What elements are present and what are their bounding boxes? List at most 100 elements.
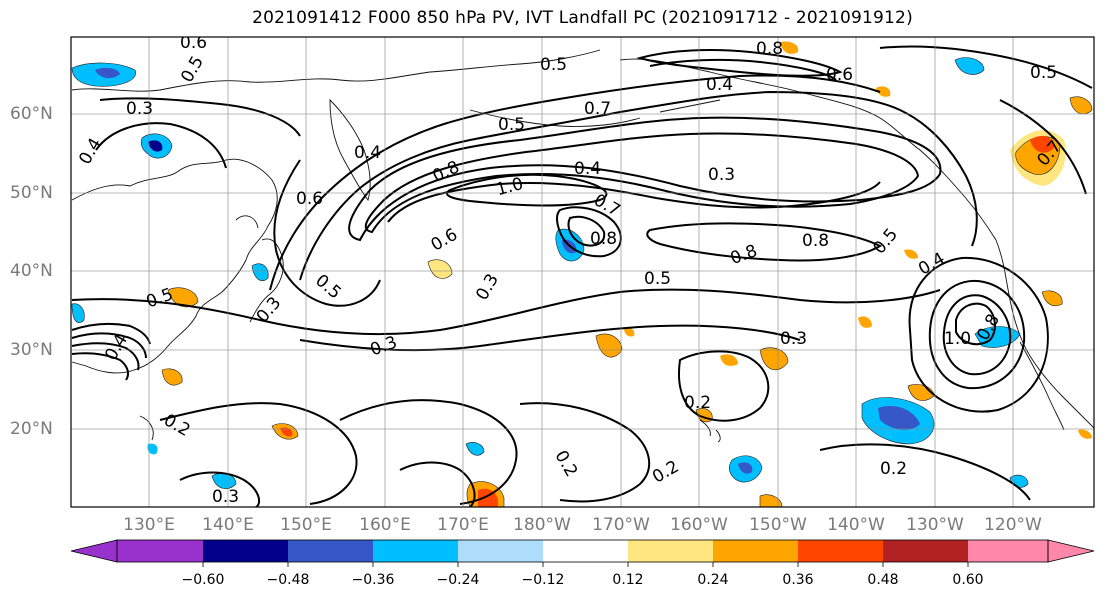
positive-anomaly-patch <box>876 86 891 97</box>
latitude-label-60n: 60°N <box>10 104 53 124</box>
colorbar-segment <box>883 540 968 562</box>
longitude-label: 130°E <box>123 515 175 535</box>
pv-contour <box>269 74 881 291</box>
pv-contour <box>179 471 261 507</box>
colorbar <box>70 539 1095 567</box>
pv-contour <box>387 181 881 223</box>
negative-anomaly-patch <box>465 442 485 456</box>
negative-anomaly-patch <box>147 443 158 455</box>
colorbar-tick-label: −0.48 <box>266 572 310 588</box>
colorbar-tick-label: −0.36 <box>351 572 395 588</box>
pv-contour <box>399 461 476 507</box>
negative-anomaly-patch <box>878 405 920 430</box>
negative-anomaly-patch <box>251 263 269 281</box>
pv-contour <box>999 99 1087 195</box>
contour-label: 0.7 <box>584 99 611 119</box>
colorbar-tick-label: 0.60 <box>952 572 984 588</box>
negative-anomaly-patch <box>954 57 985 75</box>
negative-anomaly-patch <box>148 140 163 152</box>
coastline-aleutians <box>469 99 721 127</box>
colorbar-outline <box>116 539 1049 563</box>
positive-anomaly-patch <box>1069 96 1093 115</box>
contour-label: 0.6 <box>826 65 853 85</box>
pv-contour <box>348 116 942 242</box>
pv-contour <box>99 97 301 137</box>
colorbar-segment <box>713 540 798 562</box>
colorbar-extend-left <box>70 539 118 563</box>
positive-anomaly-patch <box>904 249 918 259</box>
contour-label: 0.5 <box>498 115 525 135</box>
coastline-islands <box>139 415 721 443</box>
contour-label: 0.8 <box>590 229 617 249</box>
positive-anomaly-patch <box>1041 290 1063 307</box>
positive-anomaly-patch <box>167 287 199 308</box>
latitude-label-40n: 40°N <box>10 261 53 281</box>
coastline-layer <box>71 49 1094 443</box>
longitude-label: 150°W <box>749 515 807 535</box>
colorbar-tick-label: −0.12 <box>521 572 565 588</box>
longitude-label: 150°E <box>280 515 332 535</box>
contour-label: 0.4 <box>354 143 381 163</box>
longitude-label: 170°W <box>592 515 650 535</box>
positive-anomaly-patch <box>858 316 872 328</box>
pv-contour <box>364 132 920 234</box>
pv-contour <box>71 322 151 345</box>
positive-anomaly-patch <box>759 347 789 371</box>
coastline-baja <box>1019 341 1065 431</box>
coastline-kamchatka <box>329 98 371 201</box>
colorbar-tick-label: 0.24 <box>697 572 729 588</box>
colorbar-segment <box>628 540 713 562</box>
contour-layer <box>71 45 1093 507</box>
contour-label: 0.6 <box>296 189 323 209</box>
pv-contour <box>819 443 1031 501</box>
pv-contour <box>273 159 381 307</box>
positive-anomaly-patch <box>624 327 635 337</box>
contour-label: 0.3 <box>126 99 153 119</box>
contour-label: 0.3 <box>212 487 239 507</box>
positive-anomaly-patch <box>161 368 183 386</box>
pv-contour <box>908 256 1049 413</box>
pv-contour <box>567 215 606 247</box>
longitude-label: 140°E <box>202 515 254 535</box>
pv-contour <box>649 58 837 81</box>
contour-label: 1.0 <box>944 329 971 349</box>
pv-contour <box>519 402 650 503</box>
longitude-label: 160°W <box>670 515 728 535</box>
colorbar-segment <box>798 540 883 562</box>
pv-contour <box>339 399 518 505</box>
pv-contour <box>95 122 227 169</box>
pv-contour <box>159 402 358 505</box>
positive-anomaly-patch <box>780 41 799 54</box>
graticule <box>71 37 1094 507</box>
contour-label: 0.4 <box>574 159 601 179</box>
pv-contour <box>879 45 1093 89</box>
negative-anomaly-patch <box>95 67 120 79</box>
colorbar-segment <box>458 540 543 562</box>
pv-contour <box>71 352 129 381</box>
contour-label: 0.4 <box>706 75 733 95</box>
contour-label: 0.8 <box>802 231 829 251</box>
map-frame <box>70 36 1095 508</box>
latitude-label-30n: 30°N <box>10 340 53 360</box>
colorbar-extend-right <box>1047 539 1095 563</box>
contour-label: 0.8 <box>756 39 783 59</box>
contour-label: 0.5 <box>540 55 567 75</box>
contour-label: 0.3 <box>708 165 735 185</box>
pv-contour <box>71 332 147 359</box>
coastline-north-america <box>995 239 1094 429</box>
contour-label: 0.5 <box>1030 63 1057 83</box>
longitude-label: 140°W <box>827 515 885 535</box>
pv-contour <box>636 49 843 77</box>
contour-label: 0.2 <box>880 459 907 479</box>
longitude-label: 120°W <box>984 515 1042 535</box>
colorbar-segment <box>968 540 1048 562</box>
coastline-alaska <box>619 58 997 241</box>
negative-anomaly-patch <box>738 462 753 474</box>
contour-label: 0.3 <box>780 329 807 349</box>
pv-contour <box>955 302 996 346</box>
coastline-siberia <box>71 49 601 92</box>
colorbar-tick-label: 0.36 <box>782 572 814 588</box>
pv-contour <box>71 288 941 336</box>
